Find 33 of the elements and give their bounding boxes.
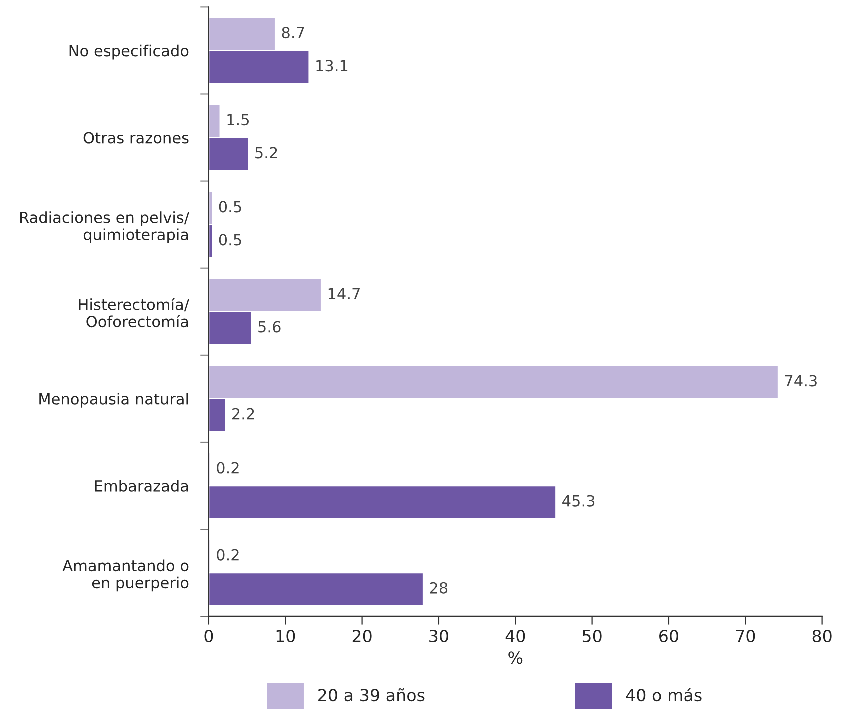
data-label: 0.2 (217, 549, 239, 561)
y-tick-label: Histerectomía/ Ooforectomía (79, 298, 190, 328)
x-tick-label: 50 (582, 630, 602, 643)
x-tick-label: 60 (660, 630, 678, 643)
y-tick-label: Amamantando o en puerperio (62, 560, 189, 592)
data-label: 0.5 (219, 201, 242, 213)
x-tick-label: 40 (506, 630, 526, 643)
data-label: 45.3 (562, 495, 595, 507)
x-axis-title: % (508, 652, 523, 664)
data-label: 74.3 (785, 375, 817, 387)
y-tick-label: No especificado (70, 44, 189, 60)
x-tick-label: 70 (736, 630, 756, 643)
legend-label: 40 o más (626, 688, 702, 702)
y-tick-label: Otras razones (84, 132, 189, 144)
data-label: 8.7 (282, 27, 304, 39)
x-tick-label: 10 (276, 630, 296, 643)
data-label: 0.5 (219, 234, 242, 246)
data-label: 13.1 (316, 60, 348, 72)
data-label: 1.5 (228, 114, 249, 126)
x-tick-label: 80 (812, 630, 832, 643)
x-tick-label: 20 (352, 630, 372, 643)
data-label: 2.2 (232, 408, 254, 420)
data-label: 5.6 (258, 321, 281, 333)
data-label: 5.2 (256, 147, 278, 159)
y-tick-label: Embarazada (95, 480, 188, 492)
legend-label: 20 a 39 años (318, 688, 425, 702)
y-tick-label: Menopausia natural (40, 393, 188, 408)
data-label: 14.7 (328, 288, 360, 300)
x-tick-label: 30 (430, 630, 448, 643)
x-tick-label: 0 (204, 630, 214, 643)
data-label: 0.2 (217, 462, 239, 474)
y-tick-label: Radiaciones en pelvis/ quimioterapia (20, 212, 190, 244)
data-label: 28 (430, 582, 448, 594)
